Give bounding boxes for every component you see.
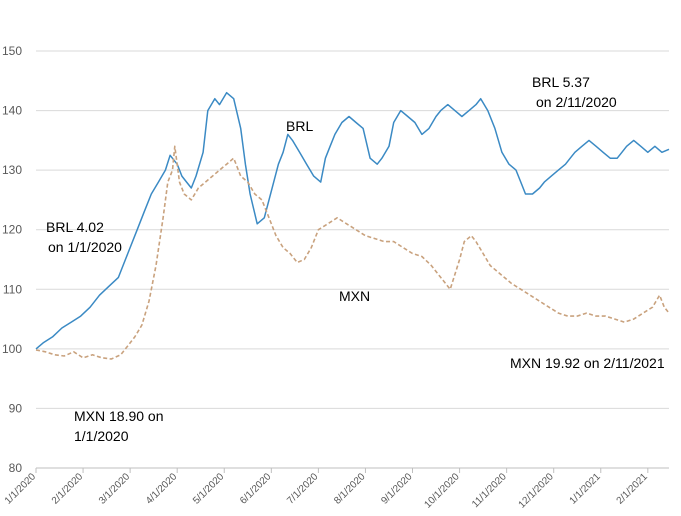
x-tick-label-5: 6/1/2020 (238, 471, 274, 507)
y-tick-label-80: 80 (9, 461, 23, 475)
y-tick-label-150: 150 (2, 44, 22, 58)
mxn-series-label: MXN (339, 288, 370, 304)
x-tick-label-11: 12/1/2020 (517, 471, 557, 511)
x-tick-label-2: 3/1/2020 (97, 471, 133, 507)
x-tick-label-6: 7/1/2020 (285, 471, 321, 507)
y-tick-label-90: 90 (9, 401, 23, 415)
brl-series-label: BRL (286, 118, 313, 134)
x-tick-label-3: 4/1/2020 (144, 471, 180, 507)
x-axis-ticks: 1/1/2020 2/1/2020 3/1/2020 4/1/2020 5/1/2020… (3, 468, 650, 511)
mxn-start-annotation-line2: 1/1/2020 (74, 428, 129, 444)
x-tick-label-13: 2/1/2021 (615, 471, 651, 507)
series-lines (35, 91, 670, 360)
y-axis-ticks: 80 90 100 110 120 130 140 150 (2, 44, 22, 475)
mxn-series-line (35, 145, 670, 360)
gridlines (36, 50, 669, 409)
x-tick-label-8: 9/1/2020 (379, 471, 415, 507)
x-tick-label-0: 1/1/2020 (3, 471, 39, 507)
x-tick-label-12: 1/1/2021 (568, 471, 604, 507)
y-tick-label-100: 100 (2, 342, 22, 356)
brl-end-annotation-line1: BRL 5.37 (532, 74, 590, 90)
x-tick-label-10: 11/1/2020 (470, 471, 509, 510)
brl-end-annotation-line2: on 2/11/2020 (536, 94, 617, 110)
brl-start-annotation-line1: BRL 4.02 (46, 219, 104, 235)
x-tick-label-9: 10/1/2020 (422, 471, 462, 511)
brl-start-annotation-line2: on 1/1/2020 (48, 239, 122, 255)
x-tick-label-7: 8/1/2020 (332, 471, 368, 507)
x-tick-label-1: 2/1/2020 (50, 471, 86, 507)
mxn-end-annotation: MXN 19.92 on 2/11/2021 (510, 355, 665, 371)
x-tick-label-4: 5/1/2020 (191, 471, 227, 507)
mxn-start-annotation-line1: MXN 18.90 on (74, 408, 164, 424)
y-tick-label-120: 120 (2, 223, 22, 237)
brl-series-line (35, 91, 670, 350)
y-tick-label-110: 110 (3, 282, 22, 296)
y-tick-label-130: 130 (2, 163, 22, 177)
y-tick-label-140: 140 (2, 104, 22, 118)
